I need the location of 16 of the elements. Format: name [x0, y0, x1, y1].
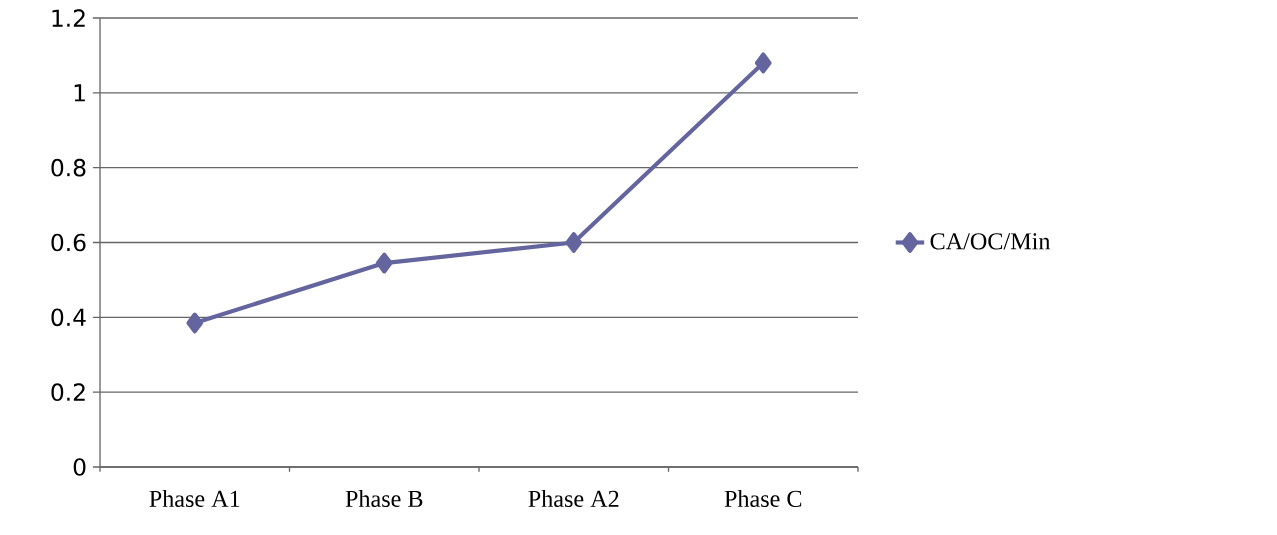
point	[375, 252, 393, 274]
y-tick-label: 0.8	[51, 158, 86, 177]
y-tick-label: 0.4	[51, 308, 86, 327]
x-tick-label: Phase C	[724, 489, 802, 507]
x-tick-label: Phase A1	[149, 489, 240, 507]
point	[565, 232, 583, 253]
x-tick-label: Phase B	[345, 489, 423, 507]
y-tick-label: 1	[74, 84, 85, 102]
y-tick-label: 0.6	[51, 233, 86, 252]
point	[754, 52, 772, 74]
y-tick-label: 0.2	[51, 383, 85, 401]
legend-label: CA/OC/Min	[930, 233, 1051, 250]
y-tick-label: 0	[73, 458, 86, 476]
y-tick-label: 1.2	[52, 9, 85, 27]
x-tick-label: Phase A2	[528, 489, 619, 507]
point	[186, 312, 204, 334]
